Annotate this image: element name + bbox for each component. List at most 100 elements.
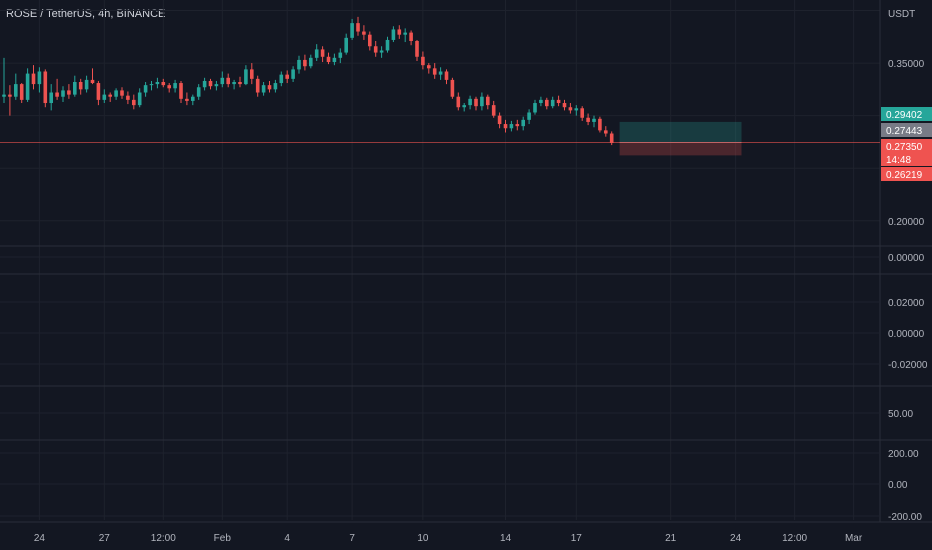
candle-body — [462, 105, 466, 108]
x-tick-label: Mar — [845, 533, 863, 544]
candle-body — [267, 85, 272, 90]
candle-body — [527, 112, 531, 120]
pane-2-tick-label: -0.02000 — [888, 360, 928, 371]
pane-1-tick-label: 0.00000 — [888, 253, 925, 264]
candle-body — [391, 29, 396, 40]
candle-body — [515, 124, 520, 127]
candle-body — [220, 77, 225, 85]
candle-body — [320, 49, 325, 57]
candle-body — [185, 98, 189, 101]
x-tick-label: 7 — [349, 533, 355, 544]
candle-body — [456, 96, 461, 108]
candle-body — [497, 115, 502, 125]
candle-body — [250, 69, 254, 79]
price-badge-entry — [881, 123, 932, 137]
candle-body — [161, 82, 166, 86]
candle-body — [137, 92, 142, 106]
candles — [2, 16, 614, 146]
candle-body — [509, 124, 514, 129]
candle-body — [96, 83, 101, 100]
currency-label: USDT — [888, 9, 915, 20]
candle-body — [545, 99, 549, 107]
pane-3-tick-label: 50.00 — [888, 409, 913, 420]
candle-body — [444, 71, 449, 80]
candle-body — [468, 98, 472, 106]
candle-body — [385, 39, 390, 51]
pane-2-tick-label: 0.02000 — [888, 298, 925, 309]
candle-body — [2, 94, 6, 97]
price-badge-countdown — [881, 152, 932, 166]
candle-body — [604, 130, 608, 134]
candle-body — [338, 52, 343, 58]
candle-body — [314, 49, 319, 58]
candle-body — [592, 118, 596, 122]
candle-body — [344, 37, 348, 53]
candle-body — [25, 73, 30, 100]
price-badge-label-countdown: 14:48 — [886, 155, 911, 166]
x-tick-label: 14 — [500, 533, 512, 544]
candle-body — [214, 84, 219, 87]
candle-body — [37, 71, 42, 85]
y-tick-label: 0.35000 — [888, 59, 925, 70]
candle-body — [598, 118, 602, 131]
price-badge-label-entry: 0.27443 — [886, 126, 923, 137]
price-badge-target — [881, 107, 932, 121]
candle-body — [574, 108, 579, 111]
candle-body — [562, 103, 567, 108]
position-loss-zone — [619, 142, 742, 156]
candle-body — [14, 84, 18, 97]
candle-body — [609, 133, 614, 143]
x-tick-label: 4 — [284, 533, 290, 544]
candle-body — [226, 77, 230, 85]
candle-body — [49, 92, 53, 104]
candle-body — [285, 74, 289, 79]
candle-body — [179, 83, 183, 99]
candle-body — [120, 90, 124, 96]
candle-body — [539, 99, 543, 104]
candle-body — [397, 29, 402, 35]
pane-4-tick-label: 200.00 — [888, 449, 919, 460]
candle-body — [450, 79, 455, 97]
candle-body — [438, 71, 443, 75]
candle-body — [491, 105, 496, 116]
x-tick-label: 24 — [34, 533, 46, 544]
x-tick-label: 12:00 — [782, 533, 807, 544]
candle-body — [326, 56, 331, 63]
candle-body — [309, 57, 313, 67]
candle-body — [373, 46, 378, 53]
candle-body — [580, 108, 584, 118]
candle-body — [291, 69, 295, 79]
candle-body — [486, 96, 490, 106]
x-tick-label: 17 — [571, 533, 583, 544]
candle-body — [19, 84, 24, 100]
candle-body — [379, 50, 384, 53]
candle-body — [403, 32, 407, 35]
x-tick-label: 21 — [665, 533, 677, 544]
candle-body — [155, 82, 160, 85]
candle-body — [356, 23, 360, 32]
candle-body — [415, 41, 419, 57]
candle-body — [273, 83, 278, 90]
candle-body — [191, 96, 195, 101]
candle-body — [503, 124, 508, 129]
candle-body — [43, 71, 48, 104]
pane-2-tick-label: 0.00000 — [888, 329, 925, 340]
candle-body — [368, 34, 372, 47]
candle-body — [556, 99, 561, 104]
candle-body — [238, 82, 242, 85]
candle-body — [126, 95, 130, 100]
y-tick-label: 0.20000 — [888, 217, 925, 228]
candle-body — [261, 85, 266, 93]
candle-body — [432, 68, 437, 75]
candle-body — [550, 99, 555, 107]
candle-body — [255, 78, 260, 93]
candle-body — [67, 90, 71, 95]
candle-body — [84, 79, 89, 90]
candle-body — [196, 87, 201, 97]
candle-body — [474, 98, 478, 107]
candle-body — [102, 94, 107, 100]
candle-body — [568, 107, 573, 111]
x-tick-label: Feb — [214, 533, 232, 544]
candle-body — [332, 57, 337, 63]
